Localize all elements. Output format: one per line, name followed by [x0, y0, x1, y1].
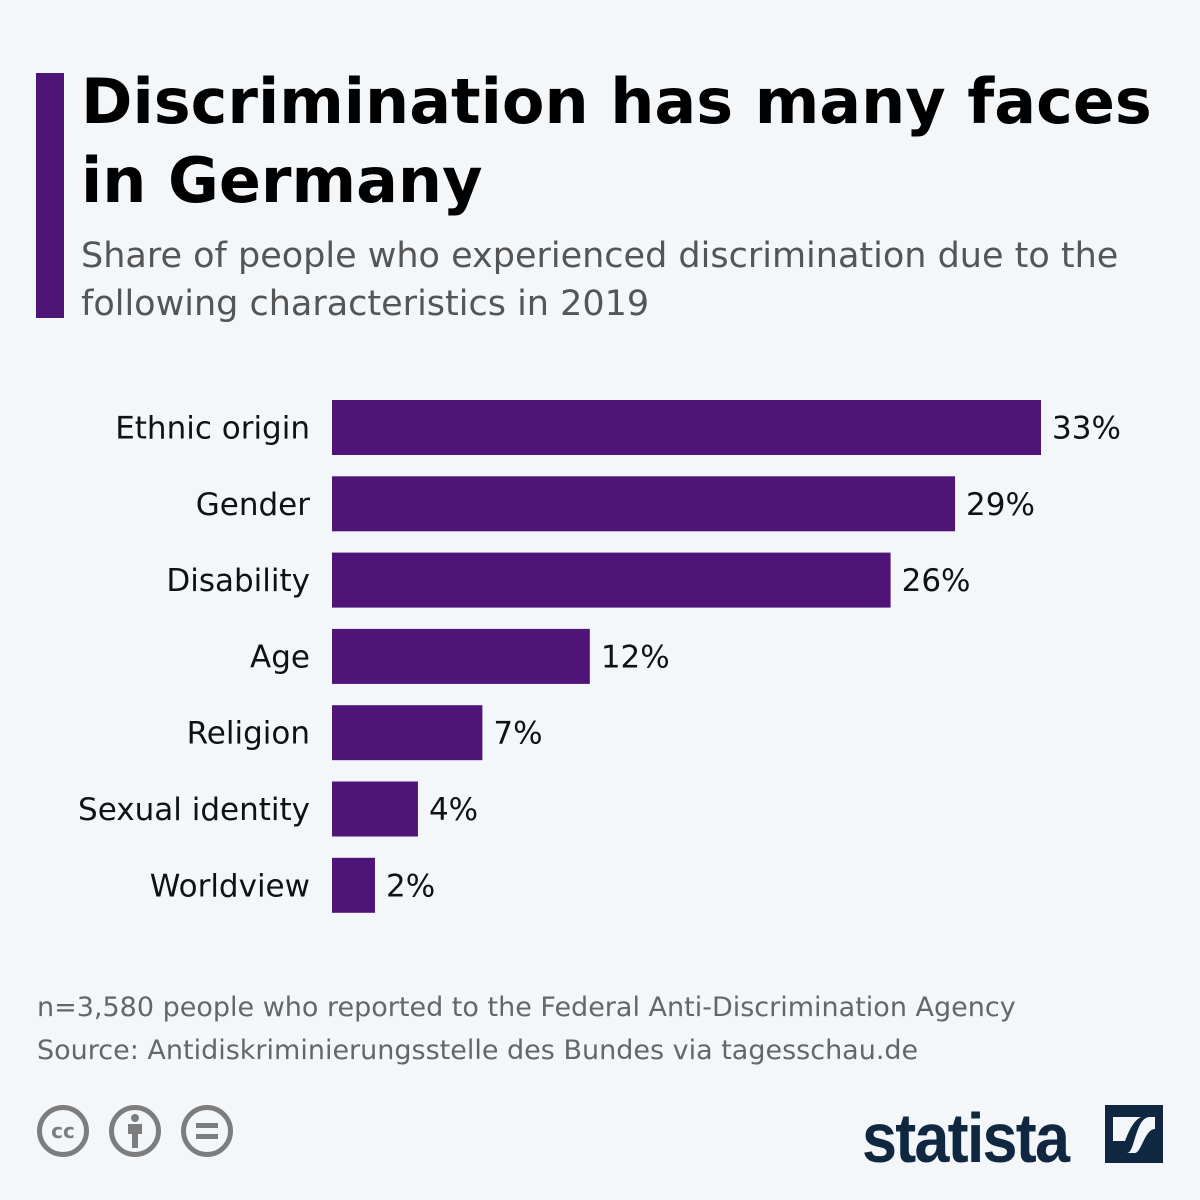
value-label: 26% [902, 563, 971, 599]
category-label: Ethnic origin [115, 411, 310, 447]
value-label: 7% [493, 716, 542, 752]
statista-logo-mark [1105, 1105, 1163, 1163]
footnote: n=3,580 people who reported to the Feder… [37, 992, 1016, 1023]
bar-chart: Ethnic origin 33% Gender 29% Disability 26% Ag… [78, 400, 1121, 913]
source-text: Source: Antidiskriminierungsstelle des B… [37, 1035, 919, 1066]
value-label: 2% [386, 868, 435, 904]
bar-worldview [332, 857, 375, 913]
value-label: 33% [1052, 411, 1121, 447]
bar-religion [332, 705, 483, 761]
category-label: Worldview [150, 868, 310, 904]
statista-logo: statista [862, 1099, 1070, 1177]
bar-sexual-identity [332, 781, 418, 837]
category-label: Age [250, 639, 310, 675]
bar-ethnic-origin [332, 400, 1041, 455]
no-derivatives-icon [181, 1105, 233, 1157]
cc-icon: cc [37, 1105, 89, 1157]
value-label: 4% [429, 792, 478, 828]
page-subtitle: Share of people who experienced discrimi… [81, 236, 1119, 324]
category-label: Religion [187, 716, 310, 752]
category-label: Gender [196, 487, 310, 523]
cc-icon-text: cc [51, 1119, 75, 1143]
by-attribution-icon [109, 1105, 161, 1157]
title-accent-bar [36, 73, 64, 318]
bar-disability [332, 552, 891, 608]
bar-gender [332, 476, 956, 532]
bar-age [332, 628, 590, 684]
value-label: 12% [601, 639, 670, 675]
value-label: 29% [966, 487, 1035, 523]
category-label: Sexual identity [78, 792, 310, 828]
page-title: Discrimination has many faces in Germany [81, 65, 1152, 217]
category-label: Disability [166, 563, 310, 599]
